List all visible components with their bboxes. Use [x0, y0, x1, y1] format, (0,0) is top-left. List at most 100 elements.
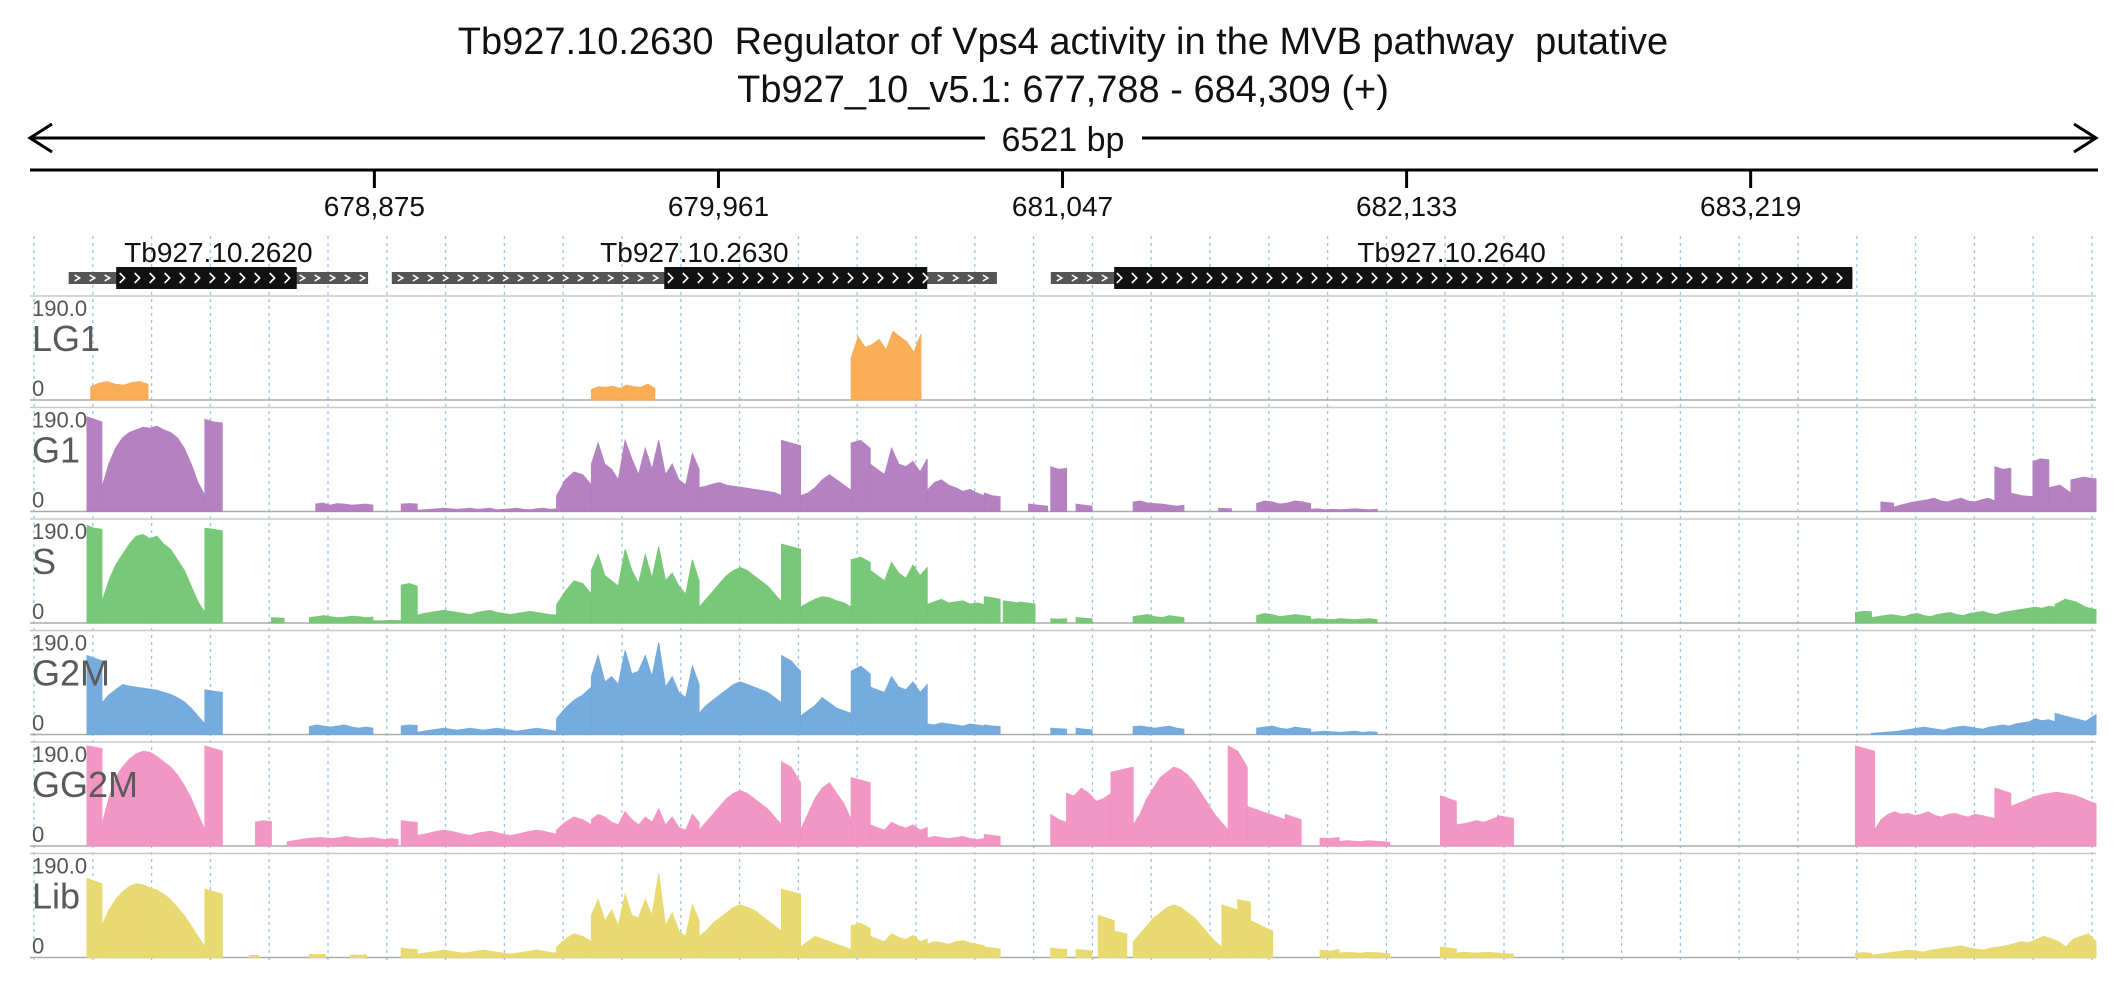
coverage-area	[2032, 458, 2050, 512]
coverage-area	[1097, 914, 1115, 958]
coverage-area	[204, 527, 223, 624]
track-name: G1	[32, 430, 80, 471]
coverage-area	[1455, 816, 1498, 847]
coverage-area	[1440, 795, 1457, 847]
coverage-area	[983, 596, 1001, 624]
axis-tick-label: 681,047	[1012, 191, 1113, 222]
gene-strand-chevron	[592, 274, 600, 282]
coverage-area	[698, 904, 782, 958]
coverage-area	[308, 724, 374, 735]
gene-strand-chevron	[802, 272, 809, 284]
y-min-label: 0	[32, 488, 44, 513]
gene-strand-chevron	[1611, 272, 1618, 284]
coverage-area	[2054, 598, 2097, 624]
gene-strand-chevron	[224, 272, 231, 284]
coverage-area	[416, 829, 558, 847]
gene-strand-chevron	[517, 274, 525, 282]
coverage-area	[308, 615, 374, 624]
gene-strand-chevron	[577, 274, 585, 282]
gene-strand-chevron	[1386, 272, 1393, 284]
gene-strand-chevron	[1701, 272, 1708, 284]
gene-strand-chevron	[877, 272, 884, 284]
coverage-area	[315, 502, 374, 512]
track-name: GG2M	[32, 764, 138, 805]
gene-strand-chevron	[284, 272, 291, 284]
gene-strand-chevron	[832, 272, 839, 284]
gene-strand-chevron	[1311, 272, 1318, 284]
gene-strand-chevron	[1131, 272, 1138, 284]
gene-strand-chevron	[1746, 272, 1753, 284]
coverage-area	[1227, 745, 1248, 847]
gene-strand-chevron	[1626, 272, 1633, 284]
coverage-area	[869, 446, 928, 512]
coverage-area	[1050, 947, 1068, 958]
gene-strand-chevron	[269, 272, 276, 284]
gene-strand-chevron	[1416, 272, 1423, 284]
coverage-area	[416, 507, 558, 512]
gene-strand-chevron	[1221, 272, 1228, 284]
coverage-area	[1028, 503, 1049, 512]
y-min-label: 0	[32, 711, 44, 736]
gene-strand-chevron	[607, 274, 615, 282]
gene-label: Tb927.10.2630	[600, 237, 788, 268]
coverage-area	[1870, 933, 2097, 958]
coverage-area	[1050, 727, 1068, 735]
gene-strand-chevron	[922, 272, 929, 284]
gene-strand-chevron	[937, 274, 945, 282]
gene-strand-chevron	[1596, 272, 1603, 284]
gene-strand-chevron	[547, 274, 555, 282]
coverage-area	[1249, 919, 1274, 958]
coverage-area	[1893, 497, 1996, 512]
coverage-area	[590, 808, 700, 847]
coverage-area	[101, 883, 206, 958]
gene-strand-chevron	[1236, 272, 1243, 284]
y-max-label: 190.0	[32, 296, 87, 321]
coverage-area	[983, 492, 1001, 512]
gene-strand-chevron	[89, 274, 97, 282]
coverage-area	[590, 383, 656, 401]
coverage-area	[1874, 811, 1996, 847]
gene-strand-chevron	[239, 272, 246, 284]
coverage-area	[983, 724, 1001, 735]
coverage-area	[86, 877, 103, 958]
gene-strand-chevron	[359, 274, 367, 282]
coverage-area	[781, 439, 801, 512]
coverage-area	[101, 750, 206, 847]
gene-strand-chevron	[1656, 272, 1663, 284]
coverage-area	[1246, 805, 1286, 847]
gene-strand-chevron	[1326, 272, 1333, 284]
coverage-area	[2048, 484, 2072, 512]
gene-strand-chevron	[1506, 272, 1513, 284]
track-name: S	[32, 541, 56, 582]
track-name: Lib	[32, 876, 80, 917]
gene-cds-bar	[1114, 267, 1853, 289]
gene-strand-chevron	[532, 274, 540, 282]
coverage-area	[372, 619, 402, 624]
gene-strand-chevron	[1086, 274, 1094, 282]
coverage-area	[1497, 814, 1514, 847]
coverage-area	[698, 567, 782, 624]
coverage-area	[1113, 930, 1128, 958]
coverage-area	[86, 524, 103, 624]
coverage-area	[590, 438, 700, 512]
coverage-area	[1440, 946, 1457, 958]
gene-strand-chevron	[1161, 272, 1168, 284]
coverage-area	[800, 697, 852, 735]
gene-strand-chevron	[847, 272, 854, 284]
gene-strand-chevron	[967, 274, 975, 282]
y-max-label: 190.0	[32, 631, 87, 656]
coverage-area	[101, 425, 206, 512]
coverage-area	[1310, 730, 1378, 735]
gene-strand-chevron	[457, 274, 465, 282]
track-g2m: 190.0 0 G2M	[30, 629, 2097, 736]
coverage-area	[255, 820, 272, 847]
span-arrow-right-head	[2073, 122, 2099, 154]
y-max-label: 190.0	[32, 742, 87, 767]
track-lg1: 190.0 0 LG1	[30, 295, 2096, 401]
coverage-area	[1256, 725, 1312, 735]
coverage-area	[1066, 787, 1112, 847]
gene-strand-chevron	[1806, 272, 1813, 284]
coverage-area	[1132, 725, 1185, 735]
gene-strand-chevron	[1056, 274, 1064, 282]
